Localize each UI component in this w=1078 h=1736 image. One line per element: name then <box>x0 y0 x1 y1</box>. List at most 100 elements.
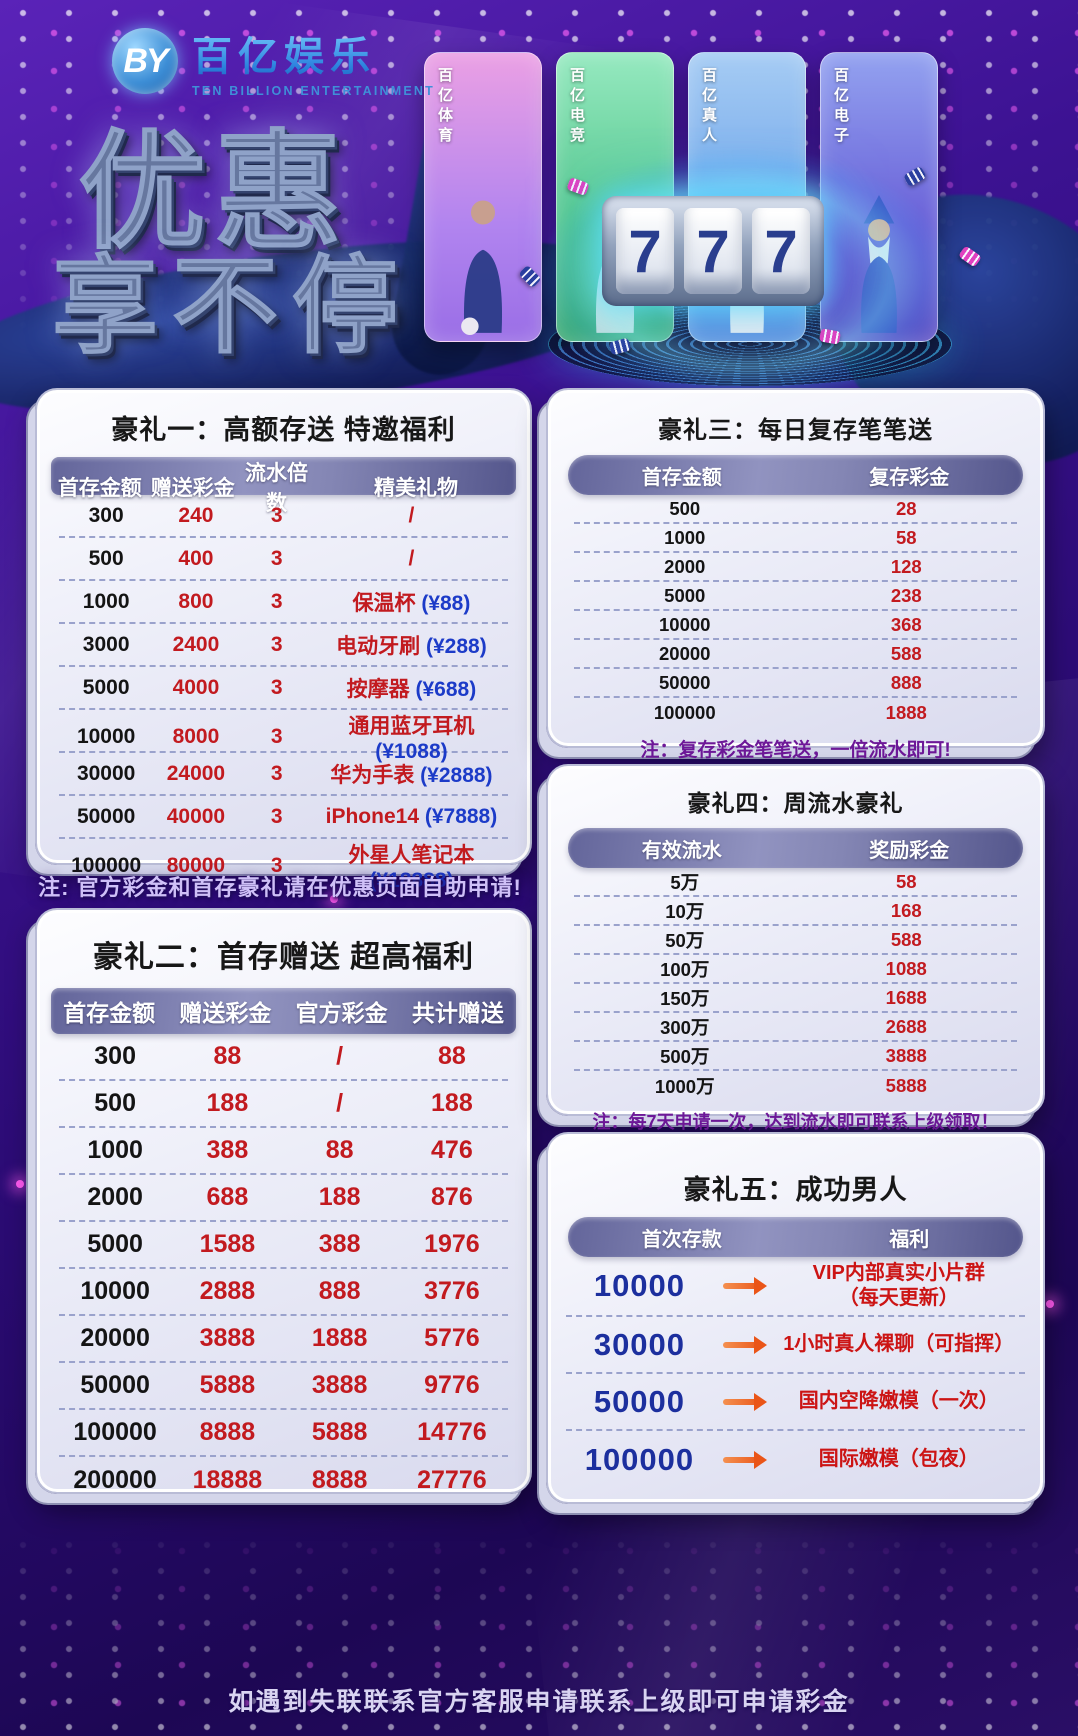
hero-title-line2: 享不停 <box>52 248 412 367</box>
gift-cell: / <box>315 504 508 528</box>
table-row: 1000万 5888 <box>574 1071 1017 1100</box>
table-title: 豪礼五：成功男人 <box>683 1175 908 1205</box>
gift-price: (¥18888) <box>369 869 454 892</box>
table-note: 注：每7天申请一次，达到流水即可联系上级领取！ <box>592 1112 999 1132</box>
table-cell: 200000 <box>73 1466 157 1494</box>
slot-reel: 7 <box>752 208 810 294</box>
table-cell: 24000 <box>166 761 226 785</box>
table-cell: 3 <box>270 632 283 656</box>
table-row: 100000 80000 3 外星人笔记本 (¥18888) <box>59 839 508 892</box>
benefit-cell: 1小时真人裸聊（可指挥） <box>783 1333 1015 1355</box>
table-cell: 800 <box>178 589 214 613</box>
table-cell: 14776 <box>417 1418 487 1446</box>
column-header: 福利 <box>889 1228 930 1251</box>
table-row: 100000 8888 5888 14776 <box>59 1410 508 1457</box>
table-header-row: 首存金额 赠送彩金 官方彩金 共计赠送 <box>51 988 516 1034</box>
athlete-figure <box>461 200 503 335</box>
table-cell: 128 <box>890 555 922 577</box>
gift-name: / <box>408 546 415 570</box>
table-cell: 476 <box>431 1136 473 1164</box>
arrow-icon <box>722 1335 767 1354</box>
table-cell: 500 <box>669 497 701 519</box>
table-row: 20000 3888 1888 5776 <box>59 1316 508 1363</box>
benefit-cell: 国际嫩模（包夜） <box>818 1448 979 1470</box>
table-cell: 10万 <box>665 900 705 922</box>
table-cell: 300万 <box>660 1016 710 1038</box>
table-cell: 888 <box>890 671 922 693</box>
table-row: 50万 588 <box>574 926 1017 955</box>
table-cell: 368 <box>890 613 922 635</box>
promo-table-4: 豪礼四：周流水豪礼 有效流水 奖励彩金 5万 58 10万 168 50万 588 100万… <box>546 764 1045 1132</box>
table-cell: 1088 <box>885 957 927 979</box>
table-cell: 1688 <box>885 986 927 1008</box>
category-label: 百亿体育 <box>436 67 453 147</box>
table-row: 200000 18888 8888 27776 <box>59 1457 508 1504</box>
table-cell: 40000 <box>166 804 226 828</box>
table-cell: 238 <box>890 584 922 606</box>
table-cell: 300 <box>94 1042 136 1070</box>
table-row: 10000 2888 888 3776 <box>59 1269 508 1316</box>
table-cell: 3 <box>270 804 283 828</box>
table-row: 150万 1688 <box>574 984 1017 1013</box>
table-cell: / <box>336 1089 344 1117</box>
table-cell: 9776 <box>424 1371 480 1399</box>
table-cell: 4000 <box>172 675 220 699</box>
table-row: 1000 58 <box>574 524 1017 553</box>
table-cell: 500 <box>94 1089 136 1117</box>
table-cell: 1588 <box>199 1230 256 1258</box>
table-cell: 3 <box>270 725 283 748</box>
table-cell: 50000 <box>659 671 711 693</box>
brand-logo-text: BY <box>123 41 168 80</box>
gift-cell: 按摩器 (¥688) <box>315 673 508 703</box>
column-header: 赠送彩金 <box>179 1000 272 1026</box>
gift-cell: / <box>315 547 508 571</box>
table-cell: 10000 <box>593 1268 686 1303</box>
gift-name: 通用蓝牙耳机 <box>348 715 475 738</box>
gift-cell: 通用蓝牙耳机 (¥1088) <box>315 710 508 764</box>
category-card-sports: 百亿体育 <box>424 52 542 342</box>
table-cell: 58 <box>895 870 917 892</box>
column-header: 奖励彩金 <box>869 839 950 862</box>
table-cell: 3 <box>270 761 283 785</box>
table-cell: 400 <box>178 546 214 570</box>
gift-price: (¥7888) <box>419 804 498 828</box>
glow-dot <box>16 1180 24 1188</box>
slot-reel: 7 <box>684 208 742 294</box>
gift-price: (¥88) <box>415 591 471 615</box>
table-cell: 188 <box>431 1089 473 1117</box>
table-cell: 20000 <box>659 642 711 664</box>
table-cell: 150万 <box>660 987 710 1009</box>
table-title: 豪礼一：高额存送 特邀福利 <box>111 415 456 445</box>
table-cell: 88 <box>437 1042 466 1070</box>
table-cell: 1000 <box>82 589 130 613</box>
brand-header: BY 百亿娱乐 TEN BILLION ENTERTAINMENT <box>112 24 435 98</box>
table-row: 5000 238 <box>574 582 1017 611</box>
table-cell: 3 <box>270 589 283 613</box>
table-row: 500 28 <box>574 495 1017 524</box>
table-cell: 8888 <box>311 1466 368 1494</box>
table-cell: 50000 <box>80 1371 150 1399</box>
column-header: 首次存款 <box>641 1228 722 1251</box>
table-row: 1000 800 3 保温杯 (¥88) <box>59 581 508 624</box>
table-row: 50000 40000 3 iPhone14 (¥7888) <box>59 796 508 839</box>
table-cell: 388 <box>318 1230 361 1258</box>
table-row: 100000 国际嫩模（包夜） <box>566 1431 1025 1488</box>
gift-name: 电动牙刷 <box>336 634 421 658</box>
promo-table-1: 豪礼一：高额存送 特邀福利 首存金额 赠送彩金 流水倍数 精美礼物 300 240… <box>35 388 532 892</box>
table-cell: 10000 <box>76 725 136 748</box>
gift-price: (¥1088) <box>375 740 448 763</box>
table-cell: 100000 <box>653 701 716 723</box>
table-cell: 100000 <box>73 1418 157 1446</box>
gift-cell: iPhone14 (¥7888) <box>315 805 508 829</box>
gift-name: / <box>408 503 415 527</box>
gift-price: (¥688) <box>409 677 477 701</box>
table-body: 500 28 1000 58 2000 128 5000 238 10000 368 20000 58… <box>548 495 1043 727</box>
table-row: 5000 4000 3 按摩器 (¥688) <box>59 667 508 710</box>
table-cell: 300 <box>88 503 124 527</box>
gift-cell: 外星人笔记本 (¥18888) <box>315 839 508 893</box>
table-row: 300万 2688 <box>574 1013 1017 1042</box>
footer-note: 如遇到失联联系官方客服申请联系上级即可申请彩金 <box>228 1688 850 1716</box>
table-cell: 1976 <box>424 1230 480 1258</box>
table-cell: 3888 <box>885 1044 927 1066</box>
